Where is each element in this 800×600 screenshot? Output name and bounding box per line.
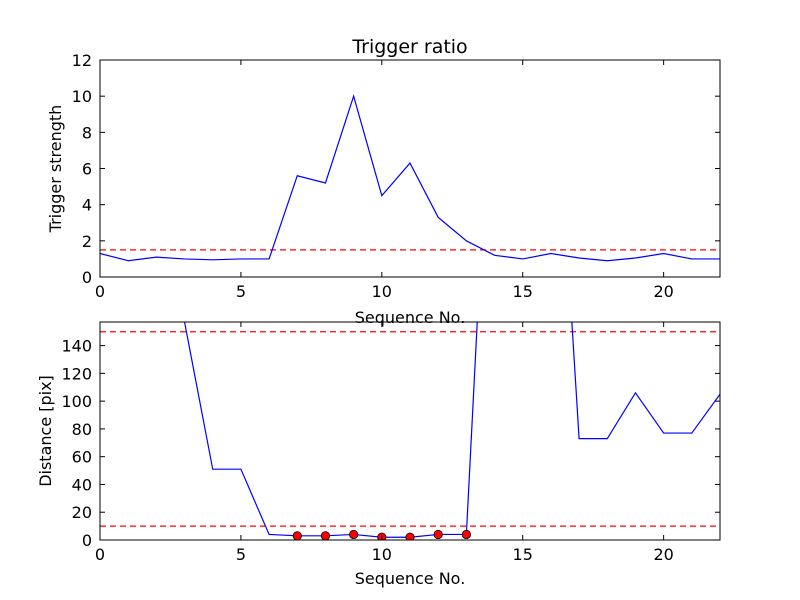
data-point-marker (320, 531, 331, 540)
y-tick-label: 80 (72, 420, 92, 439)
plot-frame (99, 59, 721, 278)
y-axis-label: Trigger strength (46, 105, 65, 234)
y-tick-label: 6 (82, 160, 92, 179)
ticks: 0 5 10 15 20 0 20 40 60 80 100 120 140 (61, 322, 720, 564)
series-line (100, 94, 720, 262)
data-point-marker (433, 529, 443, 540)
series-group (100, 94, 720, 262)
y-tick-label: 60 (72, 448, 92, 467)
y-tick-label: 120 (61, 364, 92, 383)
trigger-ratio-subplot: Trigger ratio Trigger strength Sequence … (46, 36, 721, 327)
series-group (183, 322, 720, 540)
data-point-marker (405, 532, 415, 540)
y-tick-label: 4 (82, 196, 92, 215)
x-tick-label: 5 (236, 545, 246, 564)
x-tick-label: 15 (513, 282, 533, 301)
y-tick-label: 12 (72, 51, 92, 70)
x-tick-label: 0 (95, 545, 105, 564)
y-tick-label: 0 (82, 268, 92, 287)
x-tick-label: 0 (95, 282, 105, 301)
series-line (183, 322, 720, 538)
x-axis-label: Sequence No. (355, 308, 466, 327)
x-axis-label: Sequence No. (355, 569, 466, 588)
plot-frame (99, 321, 721, 541)
distance-subplot: Distance [pix] Sequence No. 0 5 10 15 20 0 20 4… (36, 321, 721, 588)
threshold-lines (100, 331, 720, 527)
y-tick-label: 10 (72, 87, 92, 106)
x-tick-label: 20 (653, 282, 673, 301)
data-point-marker (461, 529, 471, 540)
x-tick-label: 15 (513, 545, 533, 564)
data-point-marker (292, 531, 302, 540)
data-point-marker (349, 529, 359, 540)
y-tick-label: 140 (61, 337, 92, 356)
x-tick-label: 10 (372, 545, 392, 564)
x-tick-label: 20 (653, 545, 673, 564)
y-tick-label: 2 (82, 232, 92, 251)
x-tick-label: 5 (236, 282, 246, 301)
ticks: 0 5 10 15 20 0 2 4 6 8 10 12 (72, 51, 720, 301)
y-tick-label: 0 (82, 531, 92, 550)
y-tick-label: 40 (72, 475, 92, 494)
y-axis-label: Distance [pix] (36, 375, 55, 487)
y-tick-label: 8 (82, 123, 92, 142)
y-tick-label: 20 (72, 503, 92, 522)
y-tick-label: 100 (61, 392, 92, 411)
chart-title: Trigger ratio (351, 36, 467, 58)
x-tick-label: 10 (372, 282, 392, 301)
